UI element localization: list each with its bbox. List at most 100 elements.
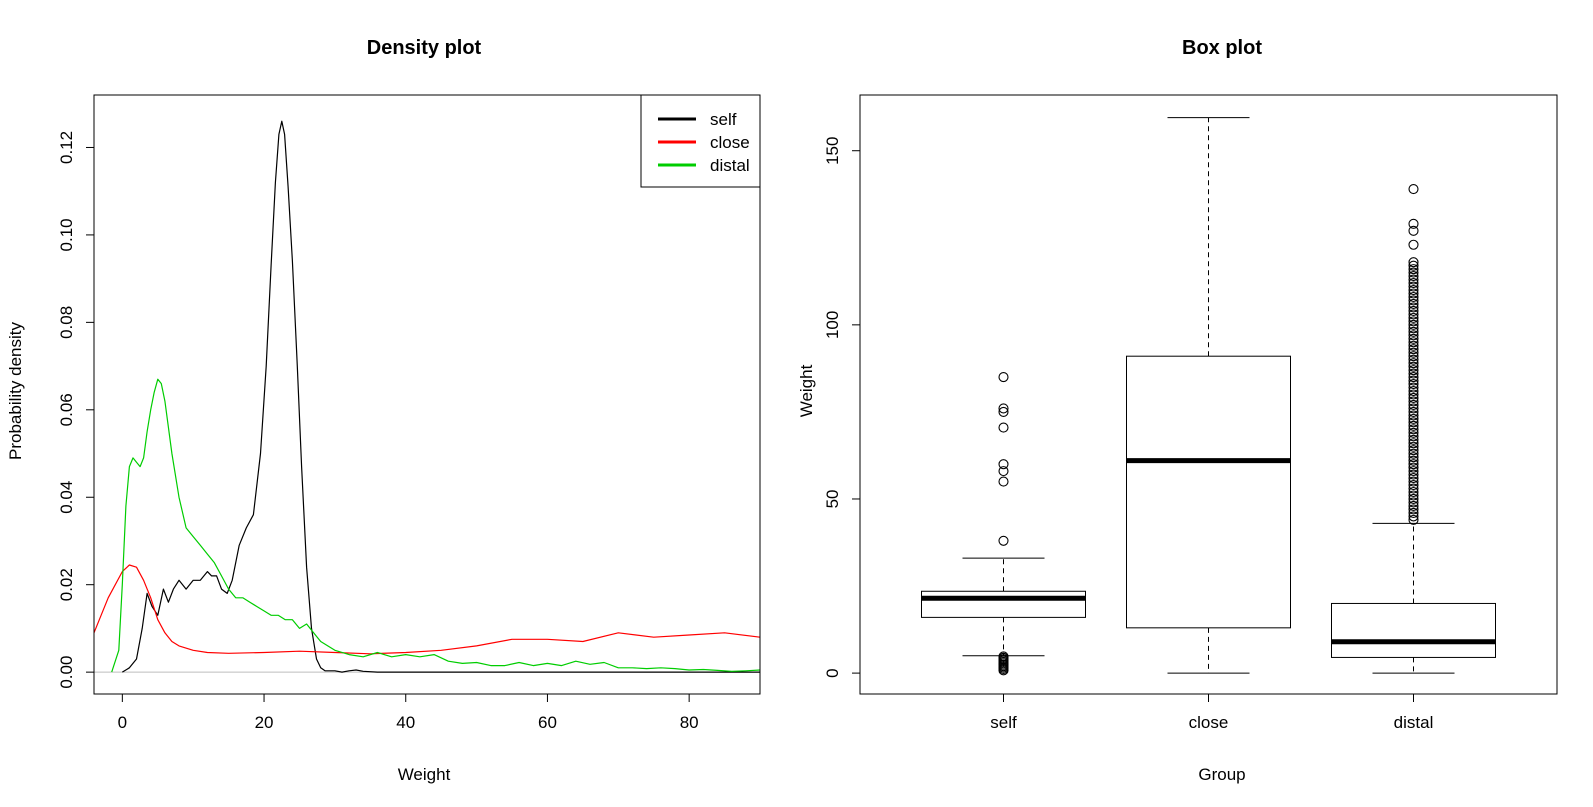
outlier-point-distal <box>1408 264 1419 275</box>
outlier-point-distal <box>1408 382 1419 393</box>
outlier-point-distal <box>1408 340 1419 351</box>
outlier-point-distal <box>1408 486 1419 498</box>
outlier-point-distal <box>1408 452 1419 463</box>
outlier-point-distal <box>1408 455 1419 466</box>
outlier-point-distal <box>1408 413 1419 424</box>
outlier-point-self <box>998 466 1009 477</box>
y-tick-label: 0.08 <box>57 306 76 339</box>
outlier-point-self <box>998 403 1009 414</box>
outlier-point-self <box>998 476 1009 487</box>
outlier-point-distal <box>1408 445 1419 456</box>
outlier-point-distal <box>1408 260 1419 271</box>
outlier-point-distal <box>1408 354 1419 365</box>
outlier-point-distal <box>1408 511 1419 522</box>
y-tick-label: 0.00 <box>57 656 76 689</box>
outlier-point-self <box>998 665 1009 676</box>
x-tick-label: 40 <box>396 713 415 732</box>
outlier-point-distal <box>1408 316 1419 327</box>
outlier-point-distal <box>1408 278 1419 289</box>
outlier-point-distal <box>1408 469 1419 480</box>
box-self <box>921 590 1086 618</box>
box-elements <box>921 117 1496 676</box>
outlier-point-self <box>998 535 1009 546</box>
x-tick-label: 60 <box>538 713 557 732</box>
outlier-point-distal <box>1408 410 1419 421</box>
outlier-point-distal <box>1408 406 1419 417</box>
outlier-point-distal <box>1408 368 1419 379</box>
y-tick-label: 150 <box>823 137 842 165</box>
x-tick-label-close: close <box>1189 713 1229 732</box>
outlier-point-distal <box>1408 271 1419 282</box>
outlier-point-distal <box>1408 257 1419 268</box>
y-tick-label: 0.10 <box>57 218 76 251</box>
box-plot-title: Box plot <box>1182 37 1262 59</box>
outlier-point-distal <box>1408 330 1419 341</box>
outlier-point-distal <box>1408 225 1419 236</box>
density-plot-title: Density plot <box>367 37 482 59</box>
outlier-point-distal <box>1408 323 1419 334</box>
density-x-axis-label: Weight <box>398 765 451 784</box>
y-tick-label: 0.12 <box>57 131 76 164</box>
outlier-point-distal <box>1408 337 1419 348</box>
outlier-point-distal <box>1408 504 1419 515</box>
outlier-point-distal <box>1408 361 1419 372</box>
outlier-point-distal <box>1408 358 1419 369</box>
outlier-point-distal <box>1408 392 1419 404</box>
outlier-point-self <box>998 459 1009 470</box>
outlier-point-distal <box>1408 344 1419 355</box>
outlier-point-distal <box>1408 375 1419 386</box>
box-x-axis-label: Group <box>1198 765 1245 784</box>
outlier-point-distal <box>1408 500 1419 511</box>
outlier-point-distal <box>1408 459 1419 470</box>
density-line-close <box>93 564 761 655</box>
outlier-point-distal <box>1408 305 1419 316</box>
outlier-point-distal <box>1408 312 1419 323</box>
outlier-point-self <box>998 422 1009 433</box>
y-tick-label: 0.02 <box>57 568 76 601</box>
legend-label-distal: distal <box>710 156 750 175</box>
outlier-point-distal <box>1408 218 1419 229</box>
box-close <box>1126 355 1291 629</box>
box-y-ticks: 0 50 100 150 <box>823 137 861 678</box>
y-tick-label: 50 <box>823 490 842 509</box>
outlier-point-distal <box>1408 403 1419 414</box>
density-line-self <box>121 120 760 673</box>
outlier-point-distal <box>1408 319 1419 330</box>
x-tick-label: 20 <box>255 713 274 732</box>
outlier-point-distal <box>1408 448 1419 459</box>
y-tick-label: 0 <box>823 668 842 677</box>
outlier-point-distal <box>1408 476 1419 487</box>
x-tick-label-distal: distal <box>1394 713 1434 732</box>
y-tick-label: 0.06 <box>57 393 76 426</box>
density-lines <box>93 120 761 673</box>
density-plot-panel: Density plot Weight Probability density … <box>6 37 761 784</box>
outlier-point-distal <box>1408 462 1419 473</box>
density-x-ticks: 0 20 40 60 80 <box>118 693 699 732</box>
outlier-point-distal <box>1408 420 1419 431</box>
outlier-point-distal <box>1408 431 1419 442</box>
outlier-point-distal <box>1408 281 1419 292</box>
outlier-point-distal <box>1408 274 1419 285</box>
outlier-point-distal <box>1408 372 1419 383</box>
outlier-point-distal <box>1408 417 1419 428</box>
density-y-axis-label: Probability density <box>6 322 25 460</box>
outlier-point-distal <box>1408 497 1419 508</box>
outlier-point-distal <box>1408 483 1419 494</box>
outlier-point-self <box>998 406 1009 417</box>
outlier-point-distal <box>1408 507 1419 518</box>
outlier-point-distal <box>1408 473 1419 484</box>
outlier-point-distal <box>1408 514 1419 525</box>
outlier-point-distal <box>1408 427 1419 438</box>
outlier-point-distal <box>1408 333 1419 344</box>
outlier-point-distal <box>1408 239 1419 250</box>
outlier-point-distal <box>1408 326 1419 337</box>
x-tick-label-self: self <box>990 713 1017 732</box>
outlier-point-distal <box>1408 434 1419 445</box>
outlier-point-distal <box>1408 399 1419 410</box>
outlier-point-distal <box>1408 309 1419 320</box>
outlier-point-distal <box>1408 284 1419 296</box>
density-legend: self close distal <box>640 94 761 188</box>
box-distal <box>1331 602 1496 658</box>
density-y-ticks: 0.00 0.02 0.04 0.06 0.08 0.10 0.12 <box>57 131 94 689</box>
outlier-point-distal <box>1408 466 1419 477</box>
